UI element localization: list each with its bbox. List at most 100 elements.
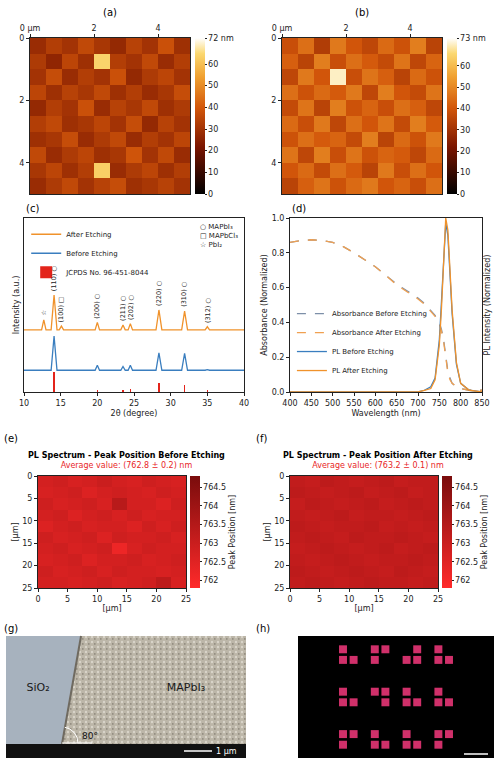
svg-text:Intensity (a.u.): Intensity (a.u.): [12, 276, 21, 335]
svg-text:(312) ○: (312) ○: [204, 298, 212, 324]
svg-text:0: 0: [208, 190, 213, 199]
svg-text:4: 4: [407, 24, 412, 33]
svg-text:10: 10: [19, 399, 29, 408]
svg-text:80°: 80°: [82, 731, 98, 741]
svg-text:4: 4: [19, 159, 24, 168]
svg-text:PL Spectrum - Peak Position Be: PL Spectrum - Peak Position Before Etchi…: [28, 451, 225, 470]
svg-text:500: 500: [325, 399, 340, 408]
svg-text:10: 10: [344, 595, 354, 604]
svg-text:0: 0: [271, 34, 276, 43]
svg-text:800: 800: [453, 399, 468, 408]
svg-text:2: 2: [271, 96, 276, 105]
svg-text:50: 50: [460, 83, 470, 92]
svg-text:15: 15: [274, 539, 284, 548]
svg-text:40: 40: [208, 103, 218, 112]
svg-text:Absorbance Before Etching: Absorbance Before Etching: [332, 310, 427, 318]
svg-text:0.0: 0.0: [272, 388, 285, 397]
svg-text:1 μm: 1 μm: [216, 747, 237, 756]
svg-text:25: 25: [22, 584, 32, 593]
svg-text:0.2: 0.2: [272, 353, 285, 362]
svg-text:25: 25: [433, 595, 443, 604]
svg-text:(211) ○: (211) ○: [119, 295, 127, 321]
svg-text:(200) ○: (200) ○: [93, 293, 101, 319]
svg-text:0: 0: [279, 472, 284, 481]
svg-text:15: 15: [56, 399, 66, 408]
svg-text:40: 40: [239, 399, 249, 408]
svg-text:50: 50: [208, 81, 218, 90]
svg-text:(a): (a): [103, 7, 117, 18]
svg-text:25: 25: [181, 595, 191, 604]
svg-text:Absorbance After Etching: Absorbance After Etching: [332, 329, 421, 337]
svg-text:○ MAPbI₃□ MAPbCl₃☆ PbI₂: ○ MAPbI₃□ MAPbCl₃☆ PbI₂: [200, 223, 238, 249]
svg-text:4: 4: [271, 159, 276, 168]
svg-text:(100) □: (100) □: [57, 297, 65, 323]
svg-text:20: 20: [460, 147, 470, 156]
svg-text:0 μm: 0 μm: [20, 24, 41, 33]
svg-text:(110) ○: (110) ○: [50, 266, 58, 292]
svg-text:(220) ○: (220) ○: [155, 280, 163, 306]
svg-text:0: 0: [287, 595, 292, 604]
svg-text:MAPbI₃: MAPbI₃: [167, 681, 205, 694]
svg-text:(c): (c): [26, 203, 39, 214]
svg-text:[μm]: [μm]: [11, 522, 20, 541]
svg-text:60: 60: [208, 60, 218, 69]
svg-text:20: 20: [151, 595, 161, 604]
svg-text:20: 20: [274, 561, 284, 570]
svg-text:0.6: 0.6: [272, 283, 285, 292]
svg-text:20: 20: [208, 146, 218, 155]
svg-text:Peak Position [nm]: Peak Position [nm]: [480, 495, 489, 569]
svg-text:☆: ☆: [40, 310, 48, 316]
svg-text:Before Etching: Before Etching: [66, 250, 117, 258]
svg-text:15: 15: [374, 595, 384, 604]
svg-text:2: 2: [91, 24, 96, 33]
svg-text:(b): (b): [355, 7, 369, 18]
svg-text:SiO₂: SiO₂: [26, 681, 49, 694]
svg-text:Peak Position [nm]: Peak Position [nm]: [228, 495, 237, 569]
svg-text:0: 0: [27, 472, 32, 481]
svg-text:30: 30: [208, 125, 218, 134]
svg-text:10: 10: [92, 595, 102, 604]
svg-text:20: 20: [403, 595, 413, 604]
svg-text:35: 35: [202, 399, 212, 408]
svg-text:10: 10: [208, 168, 218, 177]
svg-text:After Etching: After Etching: [66, 231, 111, 239]
svg-text:450: 450: [304, 399, 319, 408]
svg-text:PL After Etching: PL After Etching: [332, 367, 388, 375]
svg-text:5: 5: [27, 494, 32, 503]
svg-text:764.5: 764.5: [203, 483, 226, 492]
svg-text:0: 0: [35, 595, 40, 604]
svg-text:[μm]: [μm]: [102, 604, 121, 613]
svg-text:700: 700: [410, 399, 425, 408]
svg-text:Wavelength (nm): Wavelength (nm): [351, 409, 420, 418]
svg-text:Absorbance (Normalized): Absorbance (Normalized): [260, 254, 269, 355]
svg-text:(d): (d): [292, 203, 306, 214]
svg-text:10: 10: [274, 517, 284, 526]
svg-text:650: 650: [389, 399, 404, 408]
svg-text:72 nm: 72 nm: [208, 34, 234, 43]
svg-text:1.0: 1.0: [272, 214, 285, 223]
svg-text:0: 0: [460, 190, 465, 199]
svg-text:5: 5: [279, 494, 284, 503]
svg-text:600: 600: [368, 399, 383, 408]
svg-text:750: 750: [432, 399, 447, 408]
svg-text:30: 30: [166, 399, 176, 408]
svg-text:0 μm: 0 μm: [272, 24, 293, 33]
svg-text:763: 763: [455, 539, 470, 548]
svg-text:30: 30: [460, 126, 470, 135]
svg-text:(e): (e): [4, 433, 18, 444]
svg-text:762.5: 762.5: [203, 558, 226, 567]
svg-text:(g): (g): [4, 623, 18, 634]
svg-text:763.5: 763.5: [455, 520, 478, 529]
svg-text:400: 400: [282, 399, 297, 408]
svg-text:60: 60: [460, 62, 470, 71]
svg-text:PL Intensity (Normalized): PL Intensity (Normalized): [483, 255, 492, 356]
svg-text:762: 762: [455, 576, 470, 585]
svg-text:15: 15: [122, 595, 132, 604]
svg-text:15: 15: [22, 539, 32, 548]
svg-text:764.5: 764.5: [455, 483, 478, 492]
svg-text:10: 10: [22, 517, 32, 526]
svg-text:764: 764: [455, 502, 470, 511]
svg-text:5: 5: [65, 595, 70, 604]
svg-text:762.5: 762.5: [455, 558, 478, 567]
svg-text:PL Spectrum - Peak Position Af: PL Spectrum - Peak Position After Etchin…: [283, 451, 473, 470]
